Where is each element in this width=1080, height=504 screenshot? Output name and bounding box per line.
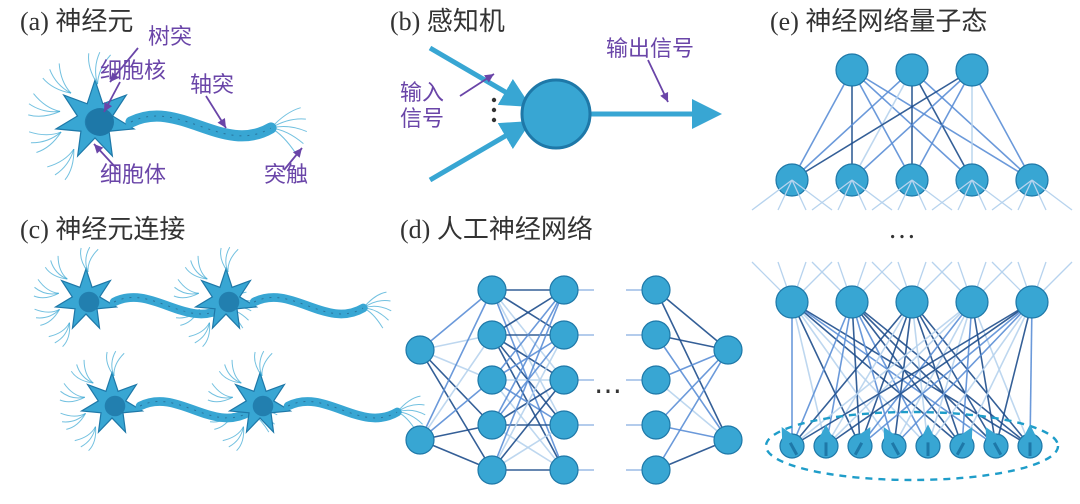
panel-title-d: (d) 人工神经网络: [400, 215, 593, 244]
svg-text:⋯: ⋯: [594, 376, 622, 407]
svg-text:…: …: [888, 214, 916, 245]
label-input: 输入: [400, 80, 444, 105]
label-axon: 轴突: [190, 72, 234, 97]
label-synapse: 突触: [264, 162, 308, 187]
panel-e: [752, 54, 1072, 480]
label-output: 输出信号: [606, 36, 694, 61]
panel-title-c: (c) 神经元连接: [20, 215, 185, 244]
panel-title-a: (a) 神经元: [20, 7, 133, 36]
label-dendrite: 树突: [148, 24, 192, 49]
panel-title-e: (e) 神经网络量子态: [770, 7, 987, 36]
label-nucleus: 细胞核: [100, 58, 166, 83]
panel-b: [430, 48, 716, 180]
label-soma: 细胞体: [100, 162, 166, 187]
panel-a: [28, 52, 307, 180]
svg-text:信号: 信号: [400, 106, 444, 131]
panel-title-b: (b) 感知机: [390, 7, 505, 36]
panel-d: [406, 276, 742, 484]
panel-c: [34, 247, 425, 451]
figure: (a) 神经元 (b) 感知机 (c) 神经元连接 (d) 人工神经网络 (e) 神经网…: [0, 0, 1080, 504]
